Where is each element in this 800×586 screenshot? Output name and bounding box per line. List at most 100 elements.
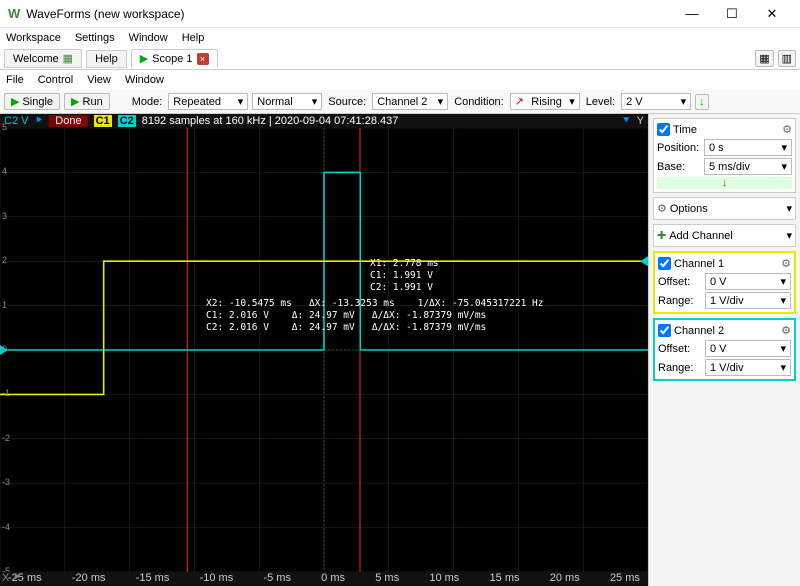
options-panel[interactable]: ⚙Options▾ — [653, 197, 796, 220]
time-panel: Time⚙ Position:0 s▾ Base:5 ms/div▾ ↓ — [653, 118, 796, 193]
gear-icon[interactable]: ⚙ — [781, 324, 791, 337]
run-label: Run — [83, 96, 103, 108]
layout-button-1[interactable]: ▦ — [755, 50, 773, 67]
tab-welcome[interactable]: Welcome ▦ — [4, 49, 82, 68]
x-tick: 20 ms — [550, 572, 580, 586]
titlebar: W WaveForms (new workspace) — ☐ ✕ — [0, 0, 800, 28]
time-base-value: 5 ms/div — [709, 161, 750, 173]
source-label: Source: — [326, 96, 368, 108]
ch1-checkbox[interactable] — [658, 257, 671, 270]
main-menubar: Workspace Settings Window Help — [0, 28, 800, 48]
scope-header: C2 V ⯈ Done C1 C2 8192 samples at 160 kH… — [0, 114, 648, 128]
expand-icon[interactable]: ⯈ — [34, 115, 43, 128]
cursor1-readout: X1: 2.778 ms C1: 1.991 V C2: 1.991 V — [370, 258, 439, 294]
chevron-down-icon: ▾ — [312, 95, 318, 108]
submenu-file[interactable]: File — [6, 74, 24, 86]
ch1-offset-combo[interactable]: 0 V ▾ — [705, 273, 791, 290]
channel2-panel: Channel 2⚙ Offset:0 V▾ Range:1 V/div▾ — [653, 318, 796, 381]
gear-icon: ⚙ — [657, 202, 667, 215]
level-combo[interactable]: 2 V▾ — [621, 93, 691, 110]
time-base-label: Base: — [657, 161, 701, 173]
c2-badge: C2 — [118, 115, 136, 127]
submenu-control[interactable]: Control — [38, 74, 73, 86]
chevron-down-icon: ▾ — [780, 361, 786, 374]
y-tick: 3 — [2, 211, 7, 221]
level-apply-button[interactable]: ↓ — [695, 94, 709, 110]
ch1-range-combo[interactable]: 1 V/div ▾ — [705, 292, 791, 309]
source-combo[interactable]: Channel 2▾ — [372, 93, 448, 110]
add-channel-panel[interactable]: ✚Add Channel▾ — [653, 224, 796, 247]
chevron-down-icon: ▾ — [786, 202, 792, 215]
ch2-offset-label: Offset: — [658, 343, 702, 355]
x-tick: 5 ms — [375, 572, 399, 586]
chevron-down-icon: ▾ — [238, 95, 244, 108]
time-checkbox[interactable] — [657, 123, 670, 136]
level-value: 2 V — [626, 96, 643, 108]
chevron-down-icon: ▾ — [780, 294, 786, 307]
run-button[interactable]: ▶Run — [64, 93, 110, 110]
maximize-button[interactable]: ☐ — [712, 6, 752, 22]
mode-label: Mode: — [130, 96, 165, 108]
condition-combo[interactable]: ↗Rising▾ — [510, 93, 580, 110]
mode-combo[interactable]: Repeated▾ — [168, 93, 248, 110]
submenu-window[interactable]: Window — [125, 74, 164, 86]
condition-value: Rising — [531, 96, 562, 108]
chevron-down-icon: ▾ — [569, 95, 575, 108]
ch1-range-label: Range: — [658, 295, 702, 307]
cursor2-readout: X2: -10.5475 ms ΔX: -13.3253 ms 1/ΔX: -7… — [206, 298, 543, 334]
ch1-offset-value: 0 V — [710, 276, 727, 288]
sample-info: 8192 samples at 160 kHz | 2020-09-04 07:… — [142, 115, 399, 127]
menu-settings[interactable]: Settings — [75, 32, 115, 44]
tab-scope[interactable]: ▶ Scope 1 × — [131, 49, 218, 68]
x-axis: X ⯈-25 ms-20 ms-15 ms-10 ms-5 ms0 ms5 ms… — [0, 572, 648, 586]
close-icon[interactable]: × — [197, 53, 209, 65]
tab-help[interactable]: Help — [86, 50, 127, 68]
level-label: Level: — [584, 96, 617, 108]
y-tick: 2 — [2, 255, 7, 265]
ch2-offset-combo[interactable]: 0 V▾ — [705, 340, 791, 357]
menu-window[interactable]: Window — [129, 32, 168, 44]
x-tick: -20 ms — [72, 572, 106, 586]
x-tick: -15 ms — [136, 572, 170, 586]
ch2-offset-value: 0 V — [710, 343, 727, 355]
ch2-title: Channel 2 — [674, 325, 724, 337]
single-button[interactable]: ▶Single — [4, 93, 60, 110]
tab-scope-label: Scope 1 — [152, 53, 192, 65]
chevron-down-icon: ▾ — [786, 229, 792, 242]
close-button[interactable]: ✕ — [752, 6, 792, 22]
y-expand-icon[interactable]: ⯆ — [622, 115, 631, 128]
ch2-checkbox[interactable] — [658, 324, 671, 337]
layout-button-2[interactable]: ▥ — [778, 50, 796, 67]
time-overview-bar[interactable]: ↓ — [657, 177, 792, 189]
app-logo-icon: W — [8, 6, 20, 21]
content-area: C2 V ⯈ Done C1 C2 8192 samples at 160 kH… — [0, 114, 800, 586]
y-tick: -1 — [2, 388, 10, 398]
y-tick: 1 — [2, 300, 7, 310]
gear-icon[interactable]: ⚙ — [782, 123, 792, 136]
time-position-combo[interactable]: 0 s▾ — [704, 139, 792, 156]
y-tick: 5 — [2, 122, 7, 132]
y-tick: -2 — [2, 433, 10, 443]
x-tick: -10 ms — [200, 572, 234, 586]
scope-plot[interactable]: X1: 2.778 ms C1: 1.991 V C2: 1.991 V X2:… — [0, 128, 648, 572]
y-tick: 0 — [2, 344, 7, 354]
channel1-panel: Channel 1⚙ Offset:0 V▾ Range:1 V/div▾ — [653, 251, 796, 314]
window-title: WaveForms (new workspace) — [26, 7, 672, 21]
menu-help[interactable]: Help — [182, 32, 205, 44]
y-unit-label: C2 V — [4, 115, 28, 127]
time-title: Time — [673, 124, 697, 136]
gear-icon[interactable]: ⚙ — [781, 257, 791, 270]
x-tick: 0 ms — [321, 572, 345, 586]
chevron-down-icon: ▾ — [781, 160, 787, 173]
chevron-down-icon: ▾ — [780, 275, 786, 288]
trigger-combo[interactable]: Normal▾ — [252, 93, 322, 110]
minimize-button[interactable]: — — [672, 6, 712, 21]
chevron-down-icon: ▾ — [438, 95, 444, 108]
menu-workspace[interactable]: Workspace — [6, 32, 61, 44]
tab-help-label: Help — [95, 53, 118, 65]
time-base-combo[interactable]: 5 ms/div ▾ — [704, 158, 792, 175]
ch2-range-combo[interactable]: 1 V/div▾ — [705, 359, 791, 376]
ch1-range-value: 1 V/div — [710, 295, 744, 307]
chevron-down-icon: ▾ — [781, 141, 787, 154]
submenu-view[interactable]: View — [87, 74, 111, 86]
